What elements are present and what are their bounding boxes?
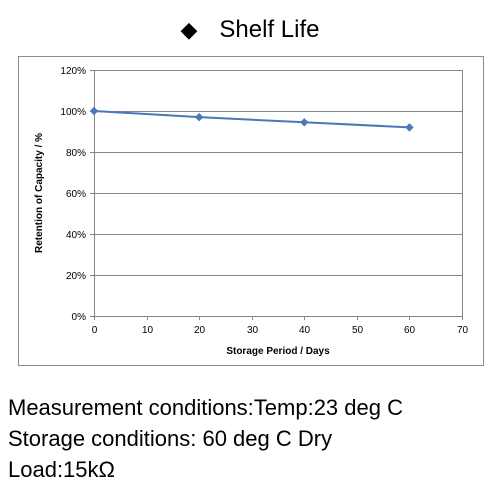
- series-line: [93, 110, 410, 129]
- x-tick-label: 60: [404, 325, 416, 336]
- data-point-marker: [194, 112, 204, 122]
- x-tick-label: 70: [457, 325, 469, 336]
- y-tick-label: 80%: [66, 148, 86, 159]
- x-tick-label: 20: [194, 325, 206, 336]
- y-axis-title: Retention of Capacity / %: [34, 133, 45, 253]
- x-tick-label: 0: [92, 325, 98, 336]
- data-point-marker: [89, 106, 99, 116]
- y-tick-label: 60%: [66, 189, 86, 200]
- y-tick-label: 40%: [66, 230, 86, 241]
- y-tick-label: 120%: [60, 66, 86, 77]
- chart-border: [18, 56, 484, 366]
- x-tick-label: 50: [352, 325, 364, 336]
- x-tick-label: 30: [247, 325, 259, 336]
- data-point-marker: [405, 123, 414, 132]
- y-tick-label: 20%: [66, 271, 86, 282]
- line-chart: 0% 20% 40% 60% 80% 100% 120% 0 10 20 30 40 50 60 70 Sto…: [18, 56, 484, 366]
- load-text: Load:15kΩ: [8, 457, 115, 482]
- measurement-conditions-text: Measurement conditions:Temp:23 deg C: [8, 395, 403, 420]
- x-tick-label: 10: [142, 325, 154, 336]
- y-tick-label: 100%: [60, 107, 86, 118]
- chart-title: ◆ Shelf Life: [0, 16, 500, 44]
- conditions-notes: Measurement conditions:Temp:23 deg C Sto…: [8, 392, 498, 485]
- storage-conditions-text: Storage conditions: 60 deg C Dry: [8, 426, 333, 451]
- data-point-marker: [300, 118, 309, 127]
- chart-title-text: Shelf Life: [219, 16, 320, 43]
- x-axis-title: Storage Period / Days: [226, 346, 330, 357]
- chart: 0% 20% 40% 60% 80% 100% 120% 0 10 20 30 40 50 60 70 Sto…: [18, 56, 484, 366]
- x-tick-label: 40: [299, 325, 311, 336]
- y-tick-label: 0%: [72, 312, 87, 323]
- plot-area-border: [94, 70, 463, 317]
- diamond-bullet-icon: ◆: [180, 17, 198, 42]
